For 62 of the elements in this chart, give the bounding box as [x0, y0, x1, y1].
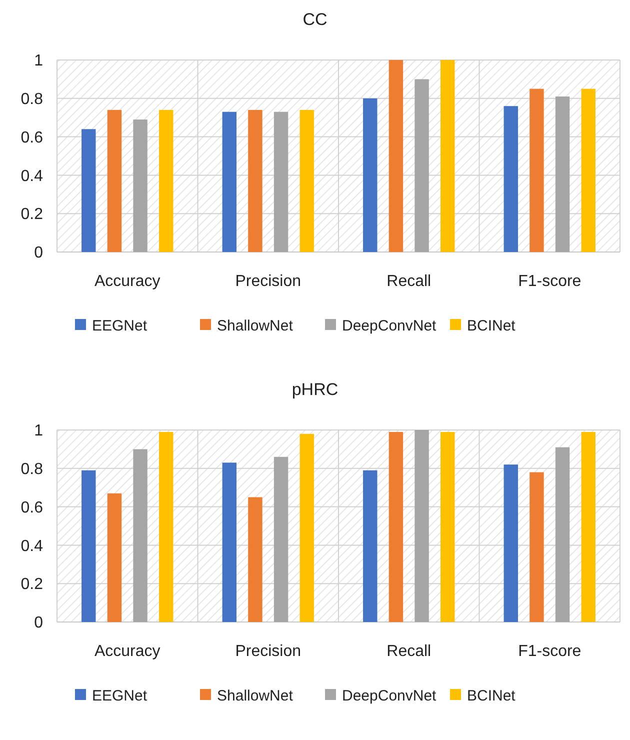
- bar: [504, 106, 518, 252]
- bar: [82, 470, 96, 622]
- bar: [107, 110, 122, 252]
- y-tick-label: 1: [34, 52, 44, 70]
- bar: [581, 88, 596, 252]
- y-tick-label: 0.4: [20, 538, 44, 555]
- x-tick-label: Precision: [235, 643, 302, 660]
- bar: [159, 432, 174, 622]
- bar: [530, 88, 544, 252]
- bar: [440, 432, 455, 622]
- x-tick-label: Recall: [386, 273, 432, 290]
- legend-label: ShallowNet: [217, 687, 294, 704]
- y-tick-label: 0.6: [20, 499, 44, 516]
- bar: [414, 430, 429, 622]
- bar: [363, 98, 378, 252]
- bar: [133, 120, 148, 252]
- y-tick-label: 0: [34, 244, 44, 262]
- bar: [222, 112, 236, 252]
- bar: [248, 497, 262, 622]
- x-tick-label: Recall: [386, 643, 432, 660]
- bar: [555, 447, 570, 622]
- y-tick-label: 0.8: [20, 91, 44, 108]
- bar: [300, 110, 314, 252]
- x-tick-label: Accuracy: [94, 643, 160, 660]
- legend-label: BCINet: [467, 317, 516, 334]
- legend-label: BCINet: [467, 687, 516, 704]
- legend-label: EEGNet: [92, 687, 148, 704]
- bar: [82, 129, 96, 252]
- bar: [581, 432, 596, 622]
- x-tick-label: F1-score: [518, 643, 582, 660]
- bar: [555, 96, 570, 252]
- x-tick-label: Precision: [235, 273, 302, 290]
- y-tick-label: 0.6: [20, 129, 44, 146]
- chart-title: CC: [302, 10, 328, 29]
- y-tick-label: 0.2: [20, 206, 44, 224]
- y-tick-label: 0.8: [20, 461, 44, 478]
- y-tick-label: 0: [34, 614, 44, 632]
- bar: [363, 470, 378, 622]
- bar: [440, 60, 455, 252]
- bar: [300, 434, 314, 622]
- chart-title: pHRC: [292, 380, 338, 399]
- bar: [248, 110, 262, 252]
- y-tick-label: 0.2: [20, 576, 44, 594]
- legend-label: DeepConvNet: [342, 687, 438, 704]
- bar: [530, 472, 544, 622]
- x-tick-label: F1-score: [518, 273, 582, 290]
- legend-label: EEGNet: [92, 317, 148, 334]
- bar: [388, 432, 404, 622]
- x-tick-label: Accuracy: [94, 273, 160, 290]
- bar: [414, 79, 429, 252]
- bar: [388, 60, 404, 252]
- bar: [159, 110, 174, 252]
- legend-label: ShallowNet: [217, 317, 294, 334]
- bar: [222, 462, 236, 622]
- legend-label: DeepConvNet: [342, 317, 438, 334]
- bar: [274, 112, 288, 252]
- bar: [107, 493, 122, 622]
- bar: [274, 456, 288, 622]
- bar: [504, 464, 518, 622]
- bar: [133, 449, 148, 622]
- y-tick-label: 1: [34, 422, 44, 440]
- y-tick-label: 0.4: [20, 168, 44, 185]
